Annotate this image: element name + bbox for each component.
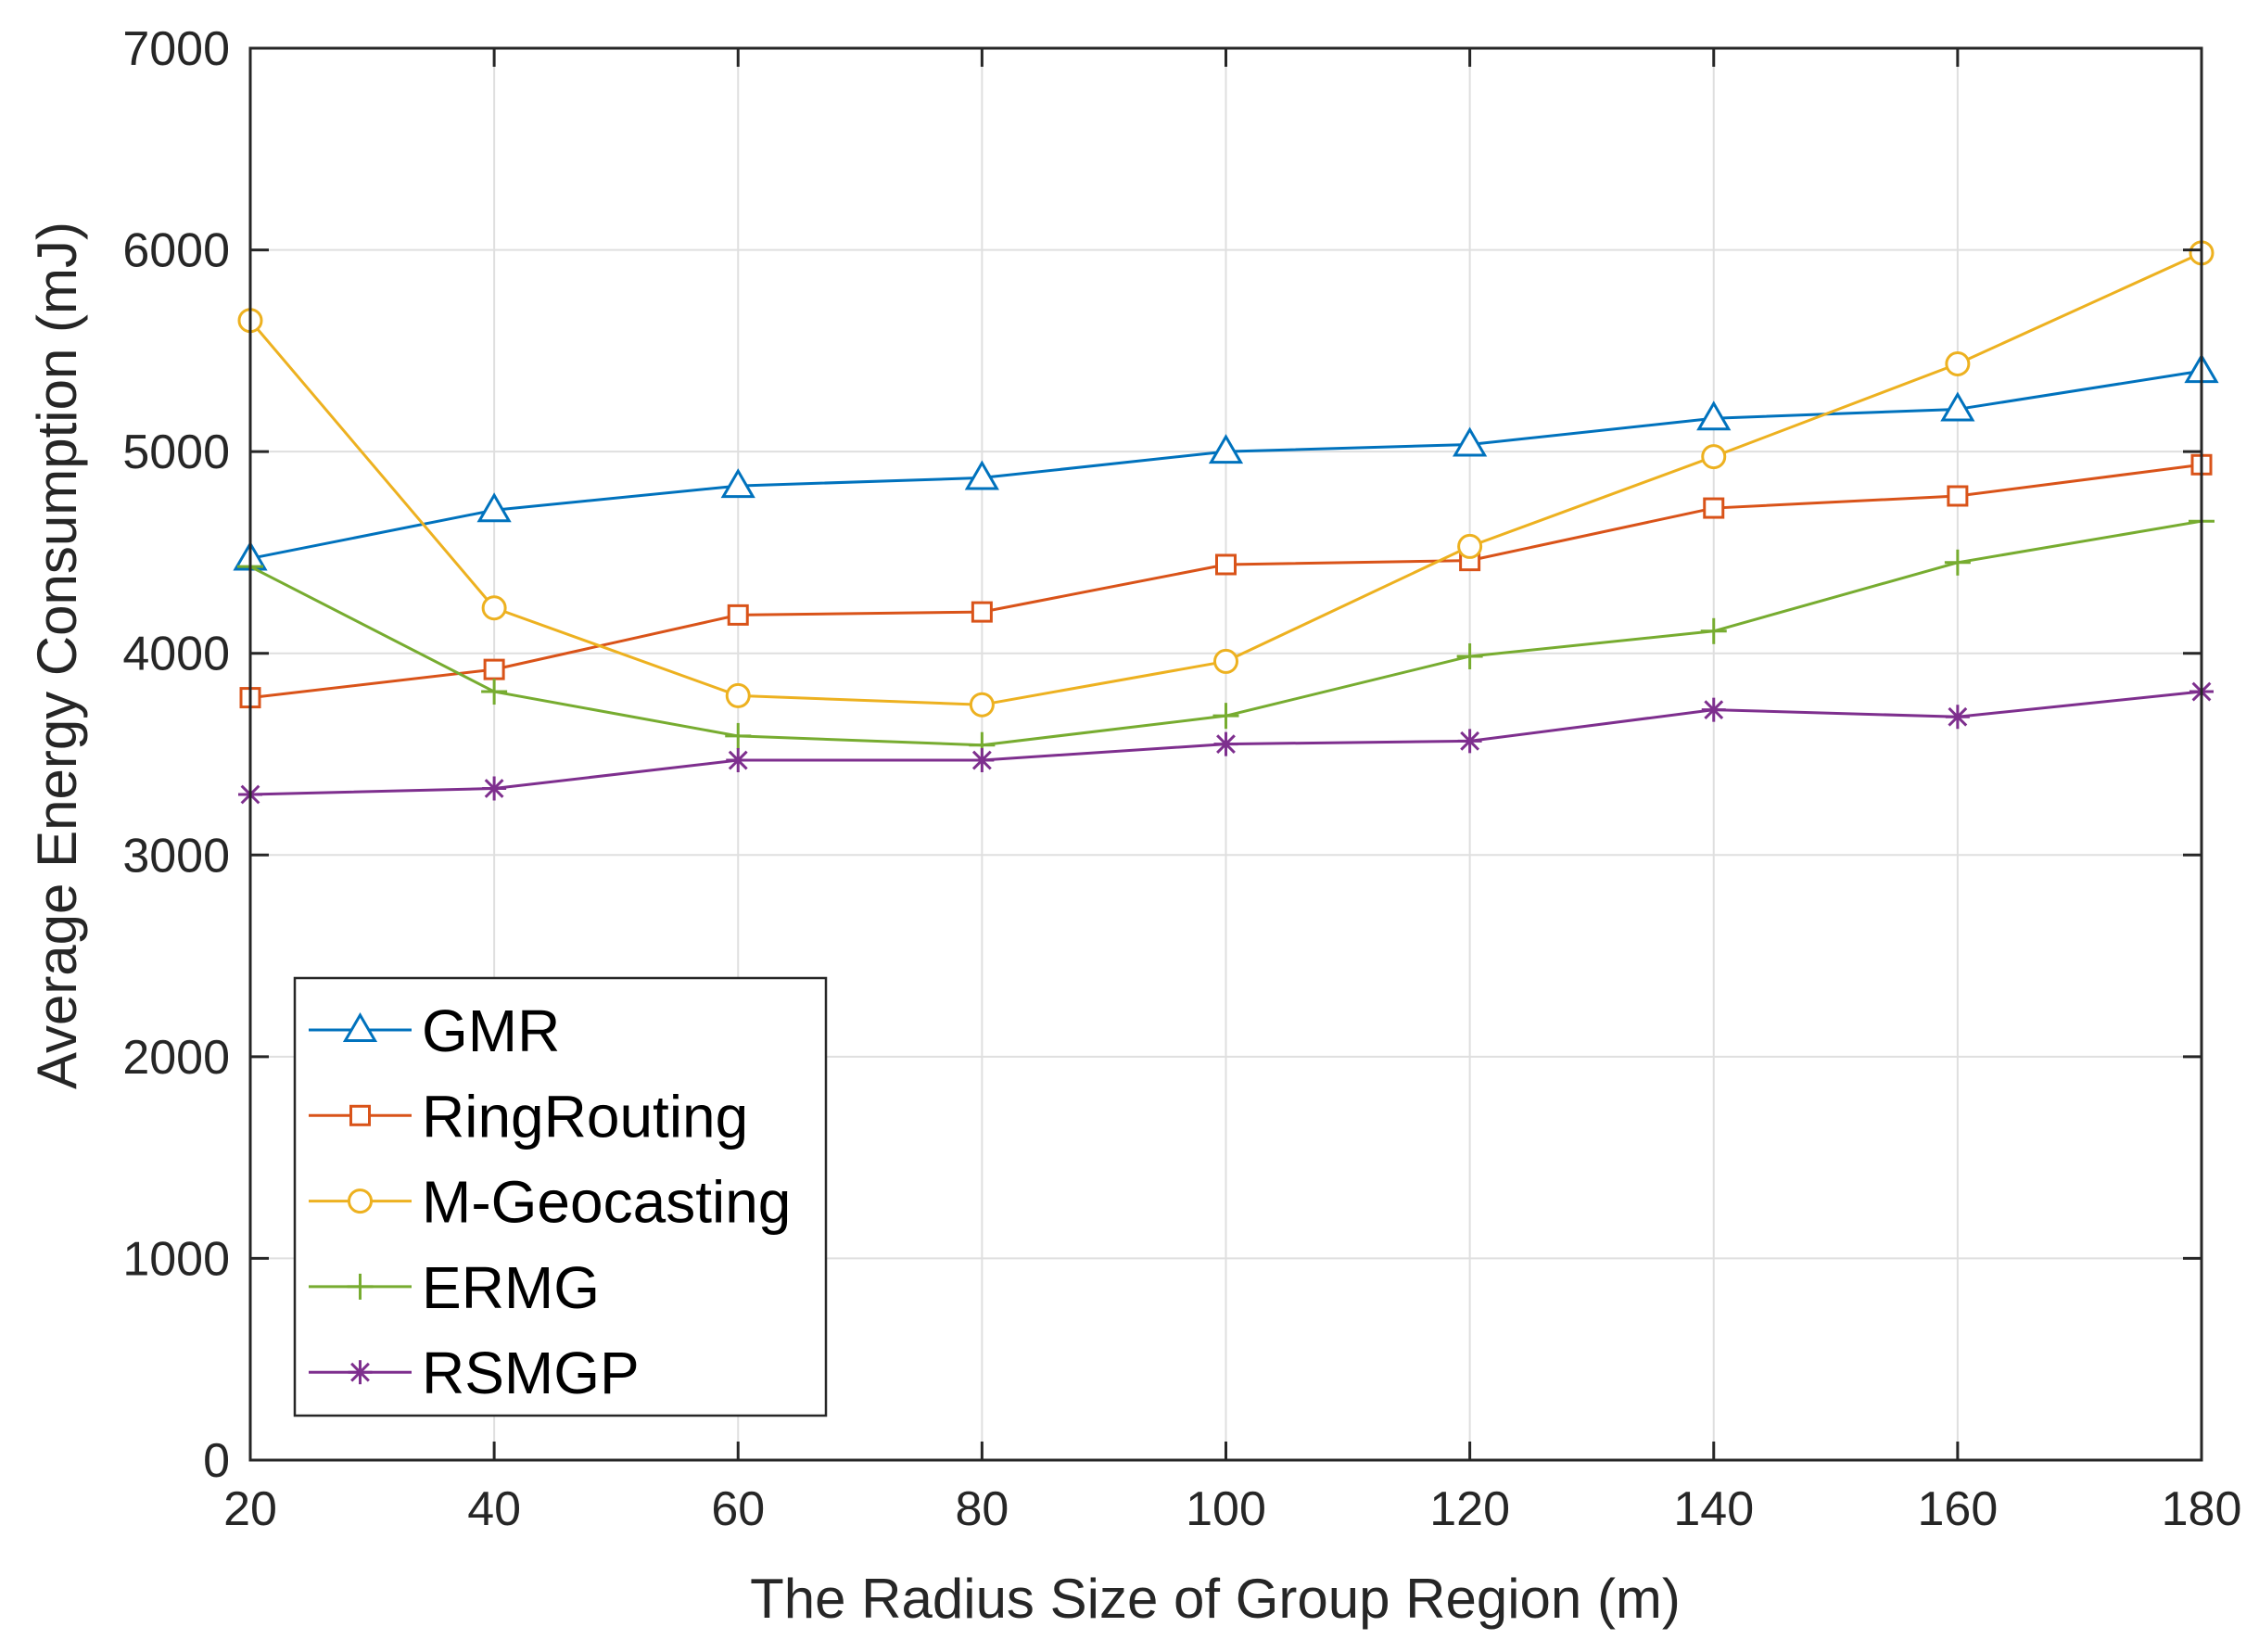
- x-tick-label: 20: [223, 1482, 277, 1536]
- data-point-gmr: [1696, 400, 1732, 431]
- data-point-rsmgp: [1945, 705, 1970, 730]
- data-point-gmr: [476, 492, 512, 523]
- data-point-m-geocasting: [1213, 648, 1238, 674]
- data-point-ermg: [1700, 617, 1727, 644]
- data-point-rsmgp: [1213, 731, 1238, 756]
- data-point-ringrouting: [1703, 497, 1725, 519]
- x-tick-label: 80: [955, 1482, 1009, 1536]
- x-tick-label: 160: [1917, 1482, 1998, 1536]
- data-point-ringrouting: [971, 601, 993, 623]
- data-point-gmr: [1208, 434, 1244, 464]
- legend-box: [293, 976, 828, 1417]
- y-tick-label: 2000: [122, 1031, 230, 1085]
- y-tick-label: 0: [203, 1434, 230, 1488]
- series-m-geocasting: [237, 240, 2215, 718]
- y-tick-label: 5000: [122, 426, 230, 479]
- data-point-gmr: [964, 460, 999, 490]
- x-axis-label: The Radius Size of Group Region (m): [750, 1568, 1681, 1630]
- data-point-ringrouting: [727, 604, 749, 626]
- data-point-ermg: [1944, 549, 1971, 576]
- data-point-rsmgp: [726, 748, 751, 773]
- legend-item-ringrouting: RingRouting: [309, 1083, 748, 1150]
- legend-label-ringrouting: RingRouting: [422, 1083, 748, 1150]
- data-point-ermg: [1456, 642, 1483, 669]
- y-tick-label: 6000: [122, 224, 230, 278]
- data-point-rsmgp: [1457, 729, 1482, 754]
- series-ringrouting: [239, 453, 2213, 709]
- x-axis-tick-labels: 20 40 60 80 100 120 140 160 180: [223, 1482, 2241, 1536]
- data-point-ermg: [725, 722, 752, 749]
- series-gmr: [233, 353, 2219, 571]
- data-point-gmr: [1940, 391, 1975, 422]
- data-point-ringrouting: [483, 658, 505, 680]
- data-point-gmr: [720, 468, 755, 499]
- data-point-ermg: [1212, 703, 1239, 730]
- x-tick-label: 40: [467, 1482, 521, 1536]
- y-tick-label: 3000: [122, 829, 230, 883]
- legend-marker-m-geocasting: [348, 1188, 373, 1214]
- y-tick-label: 1000: [122, 1232, 230, 1286]
- legend-item-ermg: ERMG: [309, 1254, 600, 1321]
- legend-marker-rsmgp: [348, 1360, 373, 1385]
- x-tick-label: 60: [711, 1482, 765, 1536]
- data-point-m-geocasting: [1457, 533, 1483, 559]
- y-axis-tick-labels: 0 1000 2000 3000 4000 5000 6000 7000: [122, 22, 230, 1488]
- data-point-rsmgp: [970, 748, 995, 773]
- legend: GMR RingRouting M-Geocasting ERMG RSMGP: [293, 976, 828, 1417]
- legend-label-rsmgp: RSMGP: [422, 1340, 640, 1406]
- legend-marker-ermg: [347, 1273, 374, 1300]
- x-tick-label: 140: [1673, 1482, 1754, 1536]
- legend-marker-ringrouting: [349, 1104, 371, 1126]
- x-tick-label: 120: [1429, 1482, 1510, 1536]
- data-point-m-geocasting: [1701, 444, 1727, 470]
- data-point-ringrouting: [1947, 485, 1969, 507]
- legend-item-m-geocasting: M-Geocasting: [309, 1169, 791, 1236]
- axis-ticks: [248, 46, 2203, 1462]
- data-point-rsmgp: [1701, 697, 1726, 722]
- x-tick-label: 180: [2162, 1482, 2242, 1536]
- data-point-m-geocasting: [1945, 350, 1971, 376]
- legend-label-m-geocasting: M-Geocasting: [422, 1169, 791, 1236]
- data-point-gmr: [1453, 426, 1488, 457]
- legend-marker-gmr: [342, 1012, 378, 1043]
- data-point-rsmgp: [482, 776, 507, 801]
- y-tick-label: 7000: [122, 22, 230, 76]
- y-tick-label: 4000: [122, 628, 230, 681]
- legend-items: GMR RingRouting M-Geocasting ERMG RSMGP: [309, 998, 791, 1406]
- data-point-ermg: [481, 679, 508, 705]
- y-axis-label: Average Energy Consumption (mJ): [26, 222, 88, 1089]
- data-point-m-geocasting: [969, 692, 995, 718]
- legend-label-ermg: ERMG: [422, 1254, 600, 1321]
- x-tick-label: 100: [1186, 1482, 1266, 1536]
- legend-item-gmr: GMR: [309, 998, 560, 1064]
- legend-label-gmr: GMR: [422, 998, 560, 1064]
- data-point-m-geocasting: [481, 595, 507, 621]
- legend-item-rsmgp: RSMGP: [309, 1340, 640, 1406]
- data-point-m-geocasting: [725, 682, 751, 708]
- data-point-ringrouting: [1215, 553, 1237, 576]
